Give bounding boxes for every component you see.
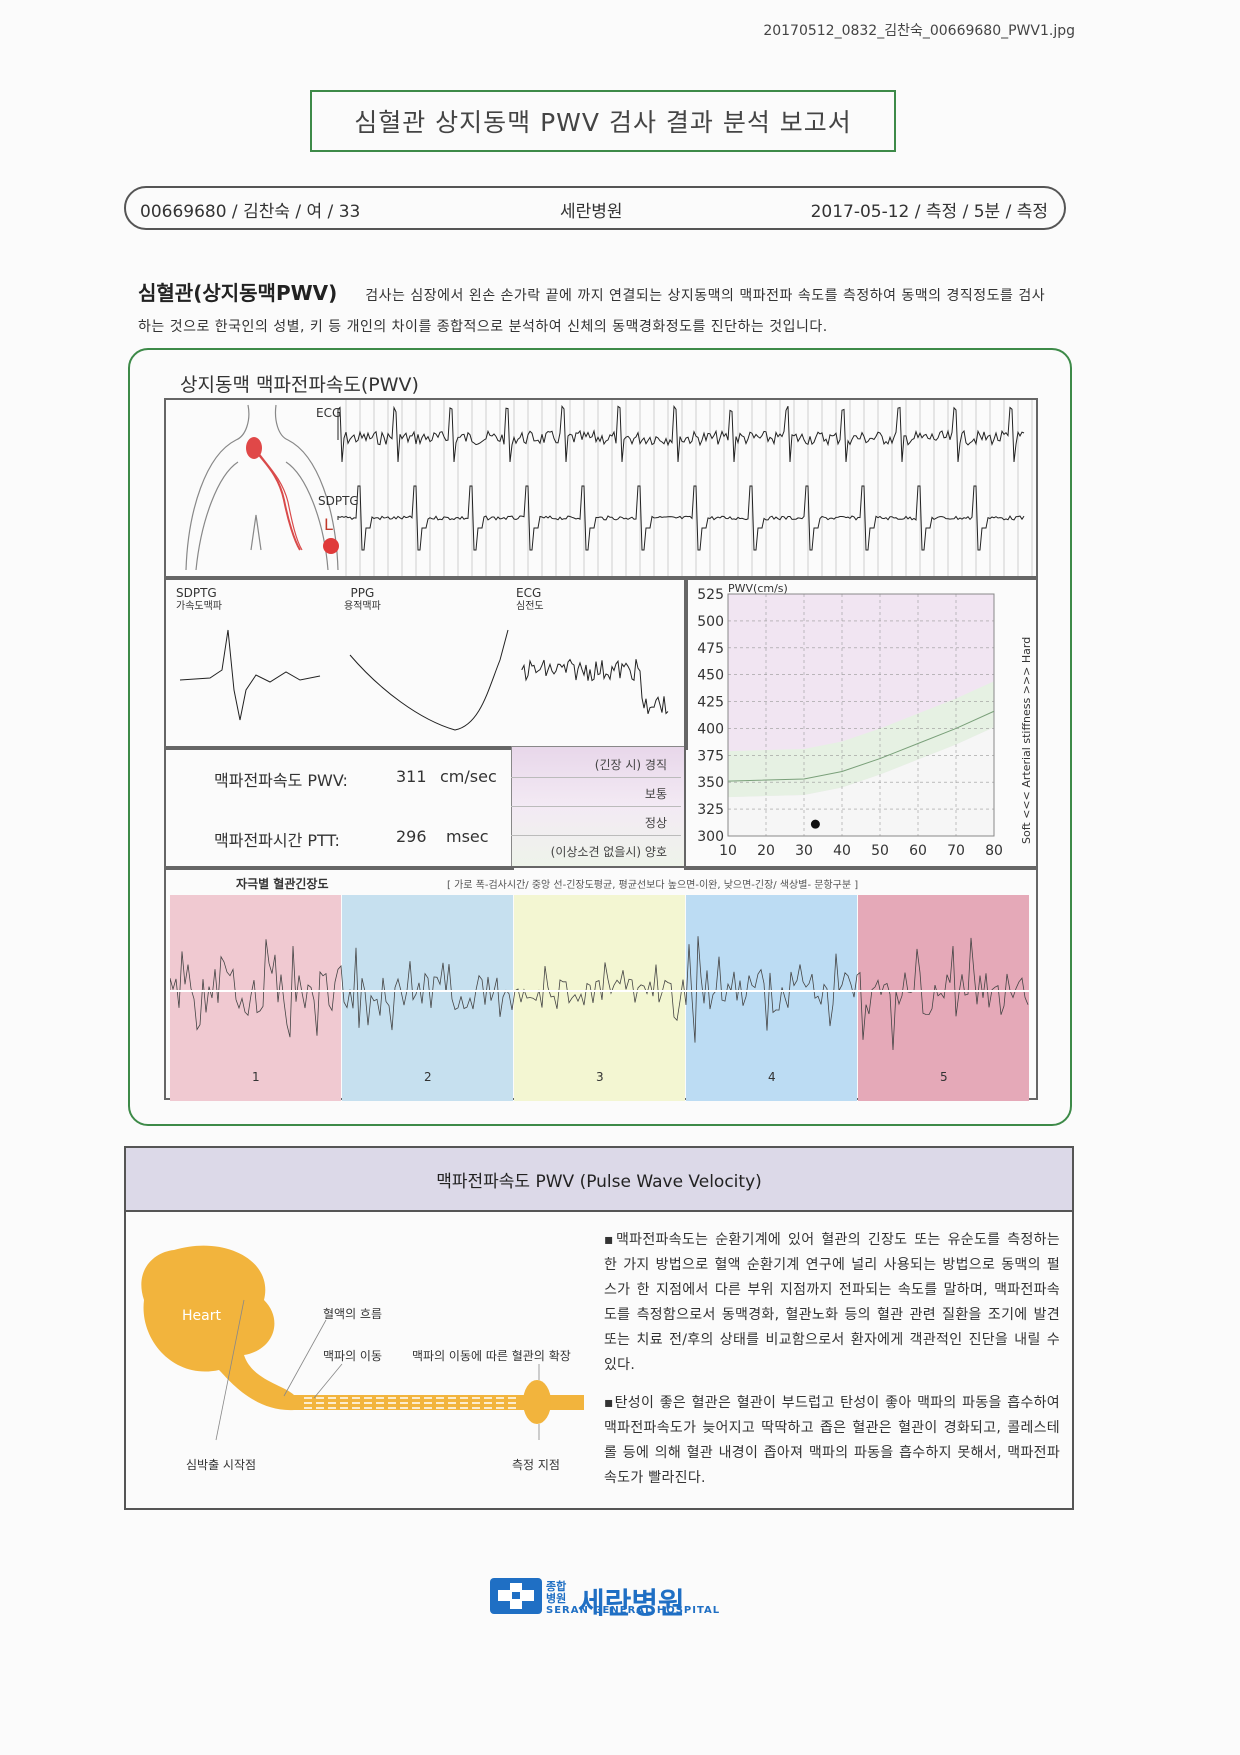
- band-label-5: 5: [940, 1070, 948, 1084]
- sensor-icon: [323, 538, 339, 554]
- hospital-name: 세란병원: [560, 202, 623, 222]
- tension-trace: [170, 936, 1030, 1051]
- small-waveforms: [179, 629, 669, 731]
- chart-x-tick-label: 30: [795, 843, 813, 859]
- tension-bands: [170, 895, 1030, 1101]
- patient-id-info: 00669680 / 김찬숙 / 여 / 33: [140, 202, 361, 222]
- ecg-small-title: ECG 심전도: [516, 586, 544, 612]
- pwv-value: 311: [396, 767, 427, 786]
- chart-x-tick-label: 60: [909, 843, 927, 859]
- sdptg-small-trace: [179, 629, 321, 721]
- report-title: 심혈관 상지동맥 PWV 검사 결과 분석 보고서: [310, 90, 896, 152]
- waveform-frame: [164, 398, 1038, 580]
- status-scale: [511, 746, 685, 868]
- chart-ylabel: PWV(cm/s): [728, 582, 788, 595]
- band-5: [858, 895, 1029, 1101]
- ecg-small-trace: [521, 658, 669, 715]
- pwv-info-header: 맥파전파속도 PWV (Pulse Wave Velocity): [126, 1148, 1072, 1212]
- chart-x-tick-label: 70: [947, 843, 965, 859]
- tension-title: 자극별 혈관긴장도: [236, 877, 329, 891]
- chart-y-tick-label: 450: [697, 668, 724, 684]
- chart-x-tick-label: 20: [757, 843, 775, 859]
- side-label: L: [324, 515, 333, 534]
- chart-plot-border: [727, 593, 995, 837]
- ppg-small-trace: [349, 629, 509, 731]
- chart-y-tick-label: 400: [697, 721, 724, 737]
- tension-legend: [ 가로 폭-검사시간/ 중앙 선-긴장도평균, 평균선보다 높으면-이완, 낮…: [447, 880, 859, 891]
- arterial-stiffness-label: Soft <<< Arterial stiffness >>> Hard: [1020, 637, 1033, 844]
- intro-text: 검사는 심장에서 왼손 손가락 끝에 까지 연결되는 상지동맥의 맥파전파 속도…: [138, 288, 1046, 335]
- chart-x-tick-label: 50: [871, 843, 889, 859]
- ptt-unit: msec: [446, 827, 489, 846]
- arm-body-icon: [185, 404, 339, 571]
- artery-path: [253, 447, 301, 551]
- status-level-1: (긴장 시) 경직: [511, 749, 681, 778]
- normal-band: [728, 681, 994, 798]
- sdptg-trace: [337, 485, 1025, 551]
- vessel-expansion-label: 맥파의 이동에 따른 혈관의 확장: [412, 1349, 571, 1363]
- pwv-unit: cm/sec: [440, 767, 497, 786]
- logo-small-text: 종합 병원: [546, 1580, 567, 1605]
- chart-x-tick-label: 40: [833, 843, 851, 859]
- start-point-label: 심박출 시작점: [186, 1458, 257, 1472]
- pwv-chart: 300 325 350 375 400 425 450 475 500 525 10 20 30 40 50…: [697, 582, 1033, 859]
- chart-x-tick-label: 10: [719, 843, 737, 859]
- pwv-info-box: [124, 1146, 1074, 1510]
- chart-y-tick-label: 325: [697, 802, 724, 818]
- status-level-2: 보통: [511, 778, 681, 807]
- pwv-panel: [128, 348, 1072, 1126]
- measurement-date-info: 2017-05-12 / 측정 / 5분 / 측정: [810, 202, 1048, 222]
- heart-label: Heart: [182, 1308, 221, 1324]
- intro-section: 심혈관(상지동맥PWV) 검사는 심장에서 왼손 손가락 끝에 까지 연결되는 상…: [138, 278, 1058, 343]
- patient-pwv-point: [810, 819, 820, 829]
- heart-icon: [246, 437, 262, 459]
- measurement-frame: [164, 746, 514, 870]
- small-wave-frame: [164, 576, 688, 750]
- patient-info-bar: 00669680 / 김찬숙 / 여 / 33 세란병원 2017-05-12 …: [124, 186, 1066, 230]
- chart-x-tick-label: 80: [985, 843, 1003, 859]
- band-label-3: 3: [596, 1070, 604, 1084]
- band-label-1: 1: [252, 1070, 260, 1084]
- ptt-value: 296: [396, 827, 427, 846]
- panel-title: 상지동맥 맥파전파속도(PWV): [180, 374, 419, 396]
- status-level-3: 정상: [511, 807, 681, 836]
- pulse-wave-diagram: [141, 1245, 584, 1441]
- normal-band-lower: [728, 727, 994, 836]
- hospital-logo-icon: [490, 1578, 542, 1614]
- pwv-chart-frame: [684, 576, 1038, 870]
- ppg-title: PPG 용적맥파: [344, 586, 381, 612]
- heart-artery-shape: [141, 1245, 584, 1411]
- ptt-label: 맥파전파시간 PTT:: [214, 831, 340, 850]
- band-label-2: 2: [424, 1070, 432, 1084]
- chart-y-tick-label: 475: [697, 641, 724, 657]
- sdptg-label: SDPTG: [318, 494, 359, 508]
- pwv-explanation-1: ▪맥파전파속도는 순환기계에 있어 혈관의 긴장도 또는 유순도를 측정하는 한…: [604, 1232, 1060, 1373]
- ecg-trace: [337, 404, 1025, 463]
- logo-english: SERAN GENERAL HOSPITAL: [546, 1605, 721, 1616]
- sdptg-title: SDPTG 가속도맥파: [176, 586, 222, 612]
- pwv-explanation-2: ▪탄성이 좋은 혈관은 혈관이 부드럽고 탄성이 좋아 맥파의 파동을 흡수하여…: [604, 1395, 1060, 1486]
- logo-name: 세란병원: [578, 1586, 685, 1620]
- pwv-label: 맥파전파속도 PWV:: [214, 771, 348, 790]
- band-label-4: 4: [768, 1070, 776, 1084]
- chart-y-tick-label: 300: [697, 829, 724, 845]
- blood-flow-label: 혈액의 흐름: [323, 1307, 383, 1321]
- vessel-bulge: [523, 1380, 551, 1424]
- ecg-label: ECG: [316, 406, 342, 420]
- reference-curve: [727, 710, 995, 782]
- pulse-move-label: 맥파의 이동: [323, 1349, 383, 1363]
- status-level-4: (이상소견 없을시) 양호: [550, 845, 667, 859]
- file-name: 20170512_0832_김찬숙_00669680_PWV1.jpg: [763, 23, 1075, 39]
- chart-y-tick-label: 425: [697, 695, 724, 711]
- chart-y-tick-label: 375: [697, 748, 724, 764]
- measure-point-label: 측정 지점: [512, 1458, 560, 1472]
- chart-y-tick-label: 525: [697, 587, 724, 603]
- chart-y-tick-label: 350: [697, 775, 724, 791]
- intro-heading: 심혈관(상지동맥PWV): [138, 281, 338, 305]
- ecg-sdptg-waveform: [185, 400, 1033, 576]
- band-4: [686, 895, 857, 1101]
- chart-y-tick-label: 500: [697, 614, 724, 630]
